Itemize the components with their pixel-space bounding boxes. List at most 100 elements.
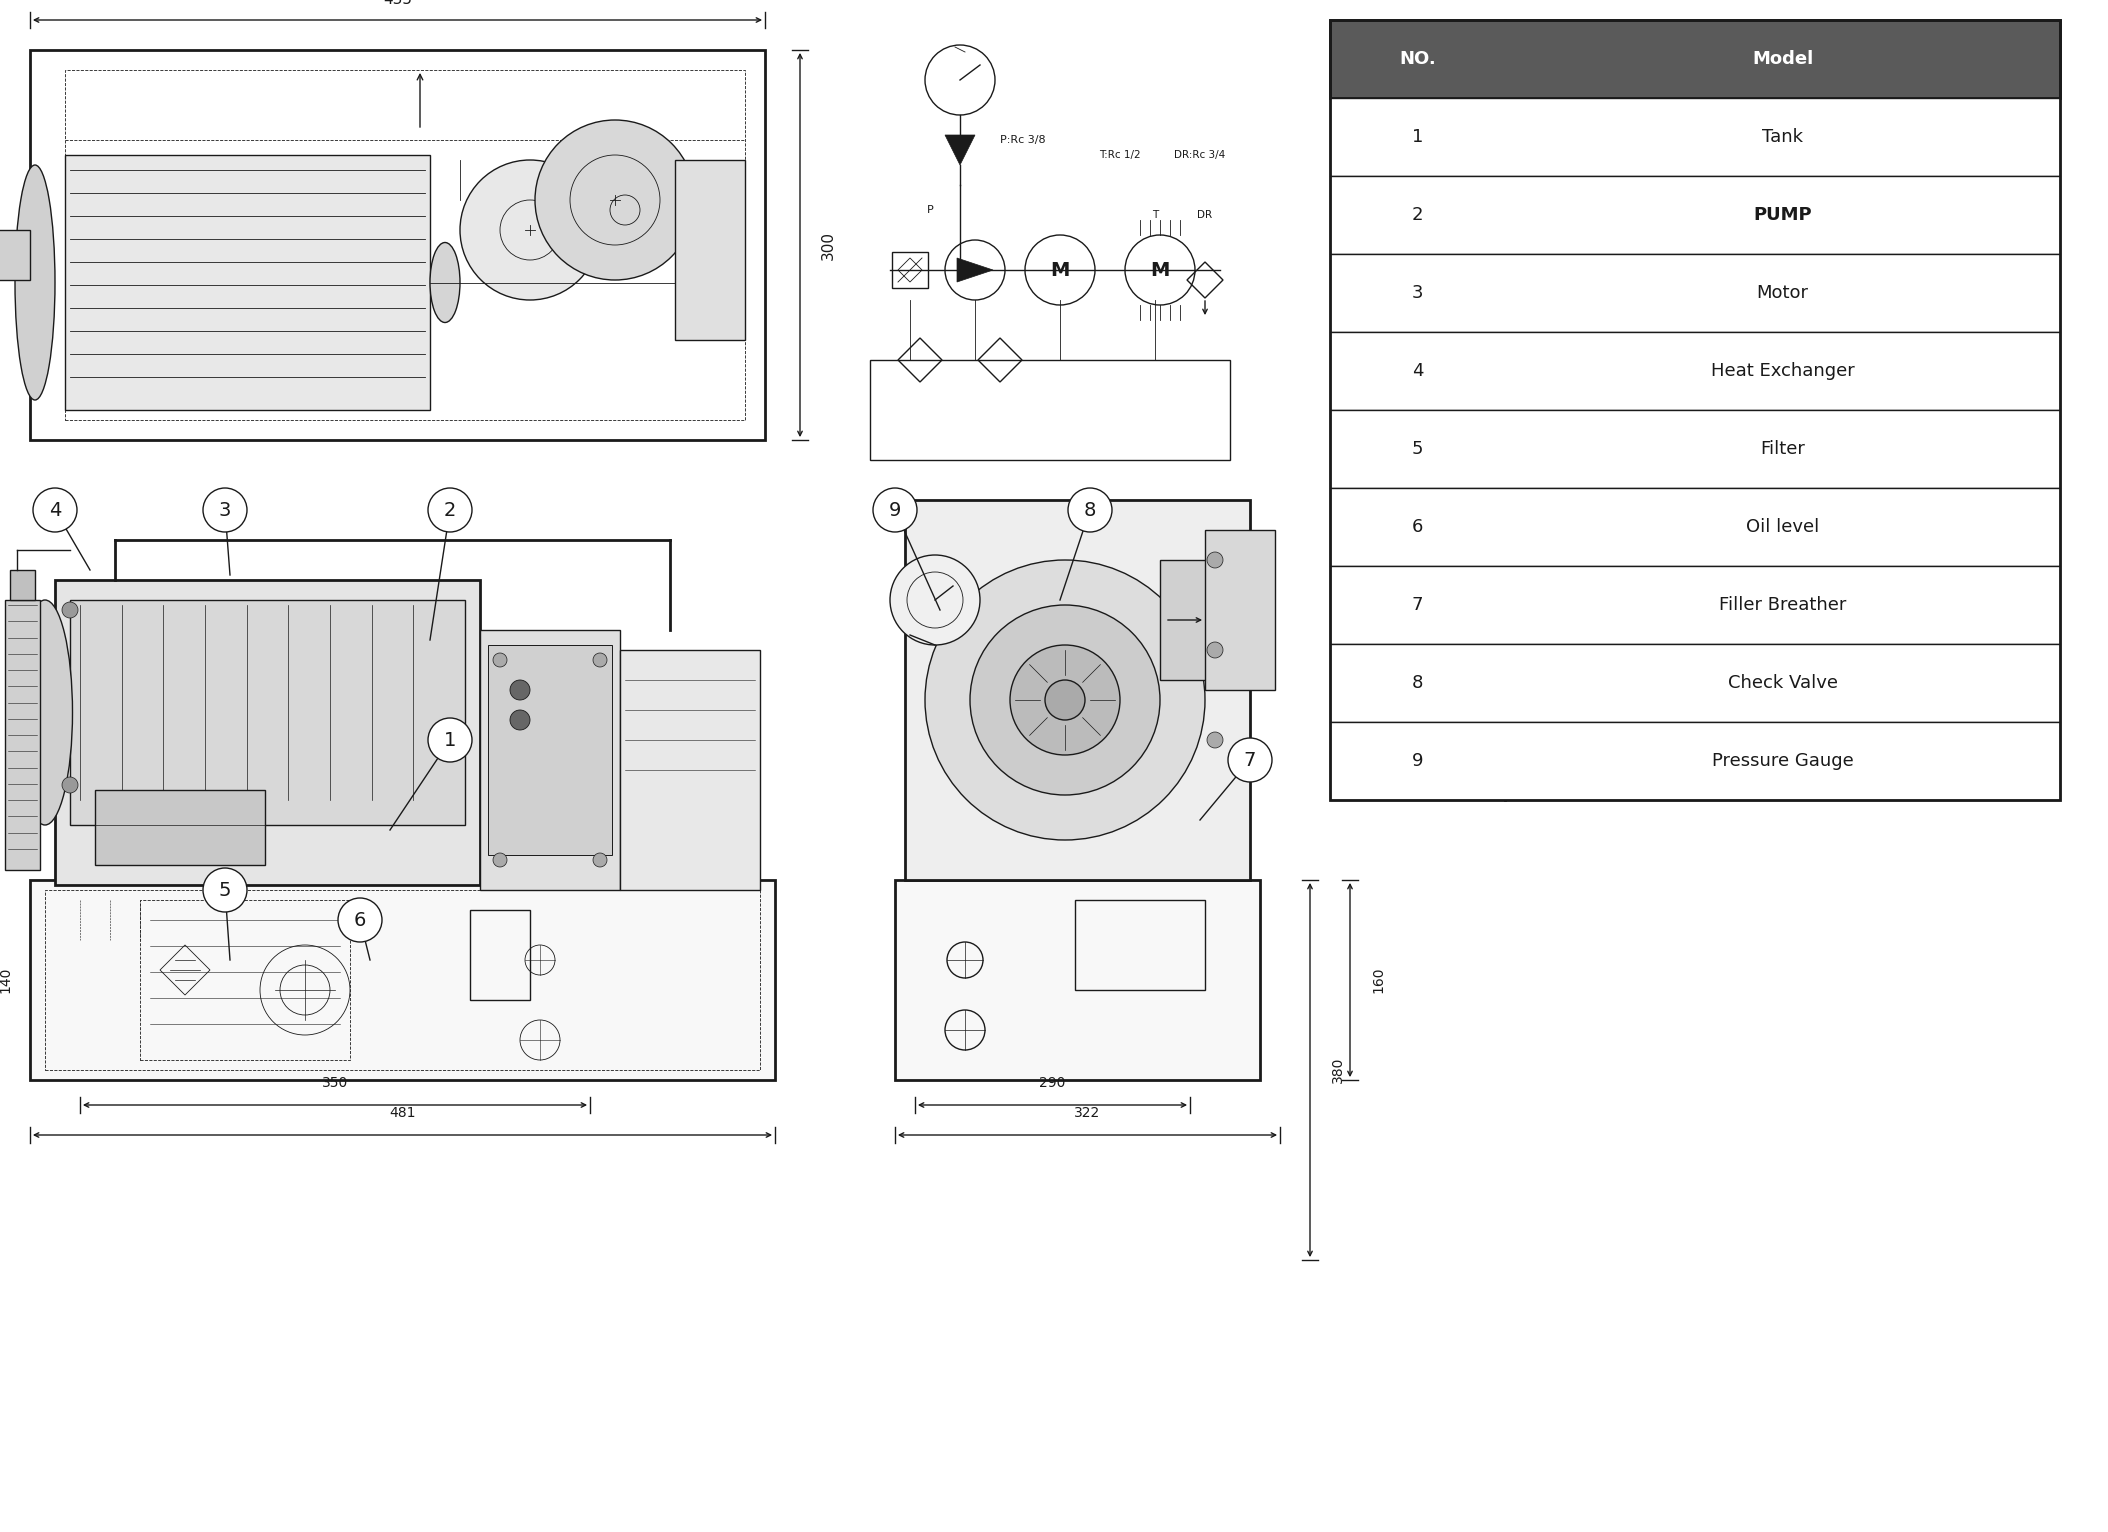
Text: DR:Rc 3/4: DR:Rc 3/4 <box>1174 150 1225 159</box>
Text: 8: 8 <box>1412 674 1423 692</box>
Text: T:Rc 1/2: T:Rc 1/2 <box>1098 150 1140 159</box>
Text: 9: 9 <box>890 501 902 519</box>
Bar <box>1330 98 2060 176</box>
Bar <box>0 230 30 280</box>
Text: NO.: NO. <box>1400 51 1436 67</box>
Text: 140: 140 <box>0 967 13 993</box>
Text: 4: 4 <box>48 501 61 519</box>
Circle shape <box>428 719 472 761</box>
Text: 6: 6 <box>1412 518 1423 536</box>
Bar <box>470 910 529 1000</box>
Text: Filter: Filter <box>1760 440 1804 458</box>
Text: P:Rc 3/8: P:Rc 3/8 <box>999 135 1046 146</box>
Bar <box>1330 254 2060 332</box>
Circle shape <box>1208 642 1223 659</box>
Text: P: P <box>928 205 934 214</box>
Bar <box>620 650 761 890</box>
Text: 6: 6 <box>354 910 367 930</box>
Text: 8: 8 <box>1084 501 1096 519</box>
Circle shape <box>460 159 601 300</box>
Text: 5: 5 <box>219 881 232 899</box>
Circle shape <box>510 709 529 731</box>
Circle shape <box>1046 680 1086 720</box>
Text: M: M <box>1050 260 1069 279</box>
Text: 7: 7 <box>1244 751 1256 769</box>
Bar <box>904 499 1250 879</box>
Circle shape <box>592 653 607 666</box>
Bar <box>871 360 1229 460</box>
Text: 2: 2 <box>445 501 455 519</box>
Text: 4: 4 <box>1412 362 1423 380</box>
Circle shape <box>337 898 382 942</box>
Text: 1: 1 <box>1412 129 1423 146</box>
Text: 7: 7 <box>1412 596 1423 614</box>
Bar <box>30 51 765 440</box>
Circle shape <box>34 489 78 532</box>
Circle shape <box>202 489 247 532</box>
Text: Model: Model <box>1752 51 1813 67</box>
Bar <box>1330 489 2060 565</box>
Circle shape <box>510 680 529 700</box>
Text: 380: 380 <box>1330 1057 1345 1083</box>
Text: Heat Exchanger: Heat Exchanger <box>1710 362 1855 380</box>
Bar <box>481 630 620 890</box>
Bar <box>896 879 1261 1080</box>
Bar <box>1330 20 2060 98</box>
Circle shape <box>1069 489 1113 532</box>
Text: Oil level: Oil level <box>1745 518 1819 536</box>
Text: 2: 2 <box>1412 205 1423 224</box>
Text: 300: 300 <box>820 230 835 259</box>
Text: 160: 160 <box>1370 967 1385 993</box>
Text: 5: 5 <box>1412 440 1423 458</box>
Text: PUMP: PUMP <box>1754 205 1811 224</box>
Circle shape <box>1010 645 1119 755</box>
Text: DR: DR <box>1197 210 1212 221</box>
Bar <box>1330 722 2060 800</box>
Bar <box>11 570 36 601</box>
Bar <box>44 890 761 1069</box>
Polygon shape <box>957 257 993 282</box>
Bar <box>70 601 466 826</box>
Bar <box>65 70 744 420</box>
Bar <box>1330 565 2060 643</box>
Circle shape <box>1208 552 1223 568</box>
Bar <box>4 601 40 870</box>
Circle shape <box>925 561 1206 840</box>
Bar <box>1330 332 2060 411</box>
Circle shape <box>873 489 917 532</box>
Text: 3: 3 <box>219 501 232 519</box>
Circle shape <box>970 605 1159 795</box>
Bar <box>1330 643 2060 722</box>
Text: 290: 290 <box>1039 1075 1067 1089</box>
Polygon shape <box>944 135 976 165</box>
Bar <box>55 581 481 885</box>
Bar <box>65 155 430 411</box>
Text: T: T <box>1151 210 1157 221</box>
Bar <box>892 251 928 288</box>
Bar <box>1075 899 1206 990</box>
Bar <box>139 899 350 1060</box>
Text: 435: 435 <box>384 0 411 8</box>
Bar <box>95 791 266 866</box>
Circle shape <box>592 853 607 867</box>
Circle shape <box>1208 732 1223 748</box>
Text: 481: 481 <box>390 1106 415 1120</box>
Circle shape <box>890 555 980 645</box>
Ellipse shape <box>430 242 460 323</box>
Bar <box>1159 561 1214 680</box>
Bar <box>1330 411 2060 489</box>
Bar <box>675 159 744 340</box>
Text: Check Valve: Check Valve <box>1726 674 1838 692</box>
Circle shape <box>61 777 78 794</box>
Ellipse shape <box>17 601 72 826</box>
Bar <box>1206 530 1275 689</box>
Text: Filler Breather: Filler Breather <box>1718 596 1847 614</box>
Bar <box>487 645 611 855</box>
Circle shape <box>202 869 247 912</box>
Circle shape <box>1229 738 1271 781</box>
Circle shape <box>535 119 696 280</box>
Ellipse shape <box>15 165 55 400</box>
Text: M: M <box>1151 260 1170 279</box>
Circle shape <box>428 489 472 532</box>
Text: 1: 1 <box>445 731 455 749</box>
